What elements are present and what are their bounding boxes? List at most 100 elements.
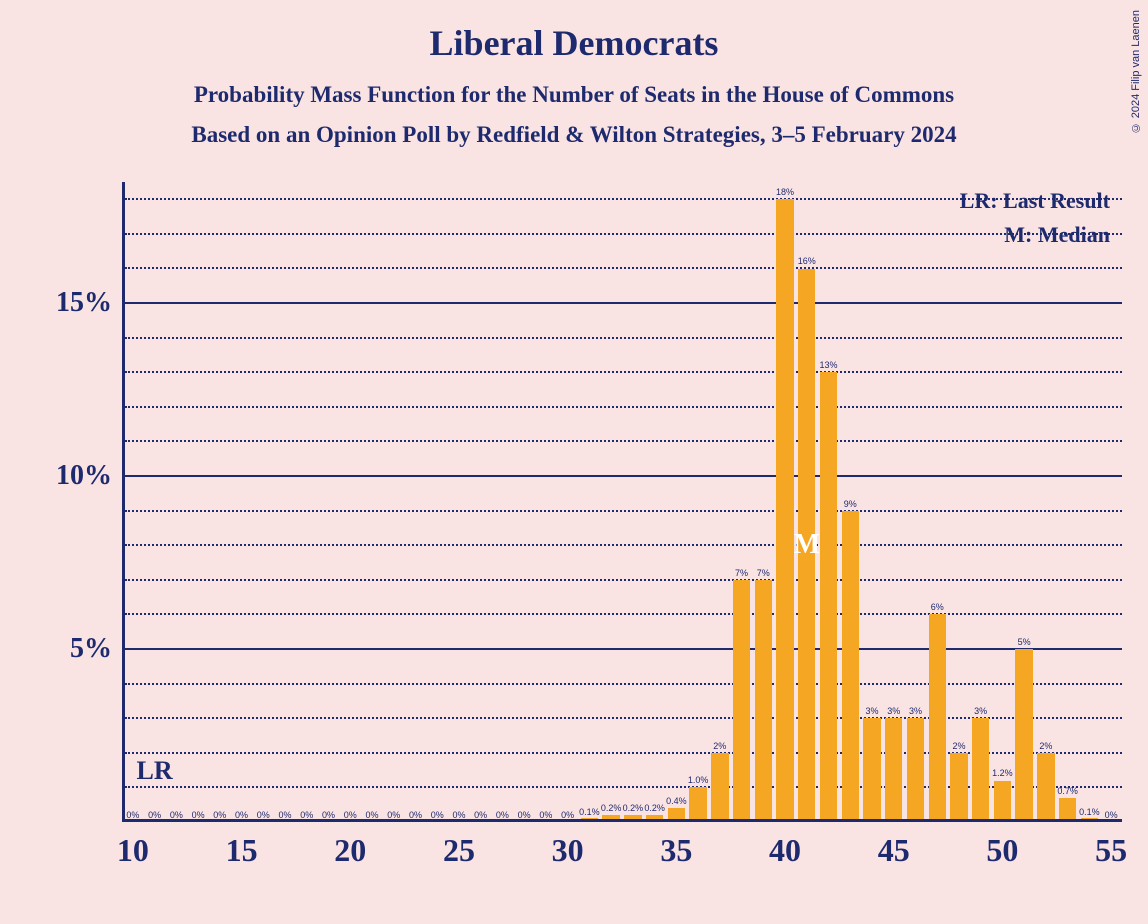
grid-major xyxy=(125,302,1122,304)
bar xyxy=(950,753,967,819)
x-tick-label: 50 xyxy=(986,832,1018,869)
grid-minor xyxy=(125,233,1122,235)
y-axis xyxy=(122,182,125,822)
bar-value-label: 0.2% xyxy=(623,803,644,813)
bar xyxy=(972,718,989,819)
bar xyxy=(929,614,946,819)
bar-value-label: 1.2% xyxy=(992,768,1013,778)
bar xyxy=(1015,649,1032,819)
bar-value-label: 3% xyxy=(865,706,878,716)
x-tick-label: 45 xyxy=(878,832,910,869)
bar-value-label: 16% xyxy=(798,256,816,266)
bar-value-label: 0% xyxy=(431,810,444,820)
bar xyxy=(820,372,837,819)
bar-value-label: 0% xyxy=(474,810,487,820)
y-tick-label: 10% xyxy=(56,460,112,492)
y-tick-label: 5% xyxy=(70,633,112,665)
bar xyxy=(755,580,772,819)
pmf-chart: LR: Last Result M: Median 5%10%15%101520… xyxy=(122,182,1122,822)
bar-value-label: 0% xyxy=(365,810,378,820)
grid-major xyxy=(125,648,1122,650)
bar-value-label: 0% xyxy=(387,810,400,820)
bar-value-label: 0% xyxy=(561,810,574,820)
x-axis xyxy=(122,819,1122,822)
bar-value-label: 0% xyxy=(539,810,552,820)
bar xyxy=(907,718,924,819)
grid-minor xyxy=(125,683,1122,685)
bar xyxy=(602,815,619,819)
x-tick-label: 25 xyxy=(443,832,475,869)
grid-minor xyxy=(125,337,1122,339)
grid-minor xyxy=(125,544,1122,546)
bar xyxy=(1059,798,1076,819)
chart-subtitle-2: Based on an Opinion Poll by Redfield & W… xyxy=(0,122,1148,148)
bar-value-label: 0% xyxy=(192,810,205,820)
bar xyxy=(646,815,663,819)
bar-value-label: 0% xyxy=(409,810,422,820)
median-marker: M xyxy=(794,529,820,561)
bar-value-label: 0.4% xyxy=(666,796,687,806)
bar-value-label: 3% xyxy=(974,706,987,716)
bar xyxy=(885,718,902,819)
x-tick-label: 10 xyxy=(117,832,149,869)
last-result-marker: LR xyxy=(137,756,173,786)
bar-value-label: 7% xyxy=(757,568,770,578)
bar xyxy=(733,580,750,819)
bar xyxy=(624,815,641,819)
chart-title: Liberal Democrats xyxy=(0,0,1148,64)
y-tick-label: 15% xyxy=(56,287,112,319)
bar-value-label: 0.2% xyxy=(601,803,622,813)
bar-value-label: 5% xyxy=(1018,637,1031,647)
bar-value-label: 0.7% xyxy=(1057,786,1078,796)
plot-area: LR: Last Result M: Median 5%10%15%101520… xyxy=(122,182,1122,822)
bar-value-label: 0% xyxy=(126,810,139,820)
x-tick-label: 20 xyxy=(334,832,366,869)
legend-m: M: Median xyxy=(960,222,1110,248)
legend-lr: LR: Last Result xyxy=(960,188,1110,214)
copyright-text: © 2024 Filip van Laenen xyxy=(1130,10,1142,133)
bar xyxy=(842,511,859,819)
bar-value-label: 0% xyxy=(518,810,531,820)
bar xyxy=(863,718,880,819)
bar-value-label: 0% xyxy=(235,810,248,820)
bar-value-label: 0.1% xyxy=(579,807,600,817)
bar-value-label: 2% xyxy=(713,741,726,751)
bar xyxy=(776,199,793,819)
x-tick-label: 55 xyxy=(1095,832,1127,869)
grid-minor xyxy=(125,371,1122,373)
grid-minor xyxy=(125,406,1122,408)
bar xyxy=(1081,818,1098,819)
bar-value-label: 0% xyxy=(496,810,509,820)
x-tick-label: 30 xyxy=(552,832,584,869)
bar xyxy=(668,808,685,819)
bar-value-label: 18% xyxy=(776,187,794,197)
bar-value-label: 0% xyxy=(279,810,292,820)
bar-value-label: 2% xyxy=(952,741,965,751)
bar xyxy=(711,753,728,819)
bar-value-label: 0% xyxy=(170,810,183,820)
bar-value-label: 3% xyxy=(909,706,922,716)
bar-value-label: 0% xyxy=(213,810,226,820)
bar-value-label: 7% xyxy=(735,568,748,578)
bar-value-label: 0% xyxy=(344,810,357,820)
bar-value-label: 0.1% xyxy=(1079,807,1100,817)
bar-value-label: 0% xyxy=(148,810,161,820)
bar xyxy=(689,787,706,819)
bar xyxy=(994,781,1011,820)
bar-value-label: 0% xyxy=(452,810,465,820)
chart-subtitle-1: Probability Mass Function for the Number… xyxy=(0,82,1148,108)
bar-value-label: 3% xyxy=(887,706,900,716)
bar-value-label: 0.2% xyxy=(644,803,665,813)
bar-value-label: 0% xyxy=(300,810,313,820)
bar-value-label: 2% xyxy=(1039,741,1052,751)
bar xyxy=(581,818,598,819)
bar-value-label: 13% xyxy=(820,360,838,370)
grid-major xyxy=(125,475,1122,477)
grid-minor xyxy=(125,267,1122,269)
bar-value-label: 9% xyxy=(844,499,857,509)
x-tick-label: 15 xyxy=(226,832,258,869)
grid-minor xyxy=(125,613,1122,615)
x-tick-label: 35 xyxy=(660,832,692,869)
bar-value-label: 0% xyxy=(322,810,335,820)
bar-value-label: 6% xyxy=(931,602,944,612)
